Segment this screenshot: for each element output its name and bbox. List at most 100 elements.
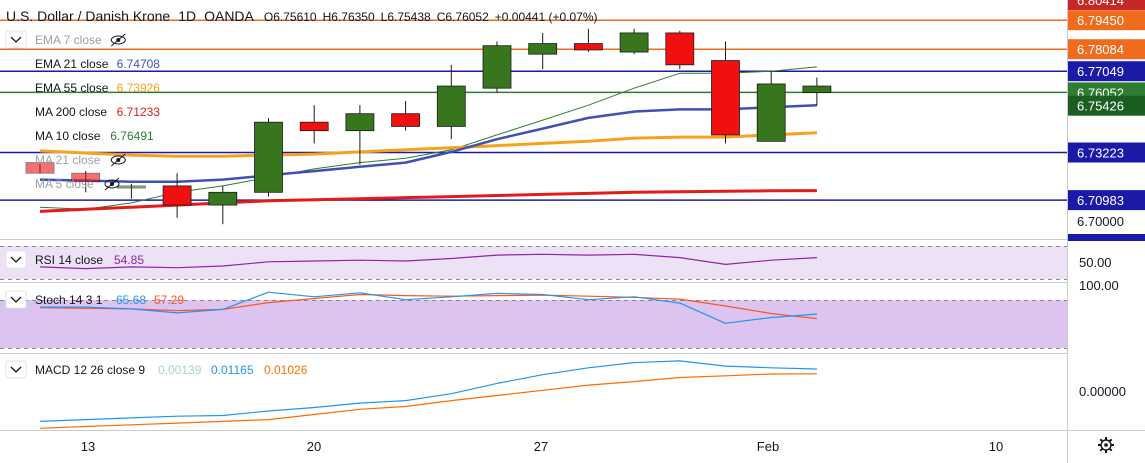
candle-body [574,43,603,51]
macd-signal-line [39,373,817,429]
candle-body [391,113,421,127]
macd-axis-label: 0.00000 [1079,384,1126,399]
macd-name: MACD 12 26 close 9 [35,363,145,377]
candle-body [162,185,192,206]
indicator-name: MA 5 close [35,177,94,191]
indicator-value: 6.74708 [117,57,161,71]
stoch-legend[interactable]: Stoch 14 3 1 65.68 57.29 [5,290,184,309]
candle-body [117,185,146,189]
indicator-value: 6.73926 [117,81,161,95]
price-label-bg [1068,142,1145,163]
eye-hidden-icon[interactable] [104,177,120,191]
eye-hidden-icon[interactable] [110,33,126,47]
price-label: 6.75426 [1077,99,1124,114]
candle-body [482,45,512,89]
candle-body [436,85,466,127]
collapse-button[interactable] [5,290,27,309]
indicator-name: MA 21 close [35,153,101,167]
price-label: 6.70000 [1077,214,1124,229]
candle-body [619,32,649,53]
collapse-button[interactable] [5,250,27,269]
interval: 1D [178,8,196,24]
price-label-bg [1068,10,1145,31]
price-label: 6.70983 [1077,193,1124,208]
stoch-d-value: 57.29 [154,293,184,307]
time-label: 27 [534,439,548,454]
price-axis[interactable]: 6.804146.794506.780846.770496.760526.754… [1068,0,1145,241]
indicator-legend-item[interactable]: MA 10 close 6.76491 [35,129,154,143]
indicator-name: EMA 55 close [35,81,109,95]
candle-body [665,32,695,66]
candle-body [345,113,375,132]
rsi-value: 54.85 [114,253,144,267]
indicator-legend-item[interactable]: EMA 21 close 6.74708 [35,57,160,71]
stoch-d-line [39,293,817,320]
indicator-legend-item[interactable]: MA 21 close [35,153,126,167]
open-value: O6.75610 [264,10,317,24]
candle-body [25,162,55,174]
candle-body [208,191,238,206]
change-value: +0.00441 (+0.07%) [495,10,598,24]
candle-body [802,85,832,93]
price-label: 6.73223 [1077,146,1124,161]
stoch-axis-label: 100.00 [1079,278,1119,293]
rsi-axis-label: 50.00 [1079,255,1112,270]
time-label: 10 [989,439,1003,454]
stoch-k-value: 65.68 [116,293,146,307]
rsi-line [39,253,817,270]
indicator-legend-item[interactable]: EMA 7 close [5,30,126,49]
collapse-button[interactable] [5,30,27,49]
high-value: H6.76350 [323,10,375,24]
indicator-legend: EMA 7 close EMA 21 close 6.74708 EMA 55 clo… [5,30,160,191]
price-label: 6.79450 [1077,13,1124,28]
legend-header: U.S. Dollar / Danish Krone 1D OANDA O6.7561… [6,8,598,24]
indicator-legend-item[interactable]: MA 200 close 6.71233 [35,105,160,119]
stoch-band [0,300,1067,348]
rsi-legend[interactable]: RSI 14 close 54.85 [5,250,144,269]
macd-hist-value: 0.00139 [158,363,202,377]
gear-icon[interactable] [1098,437,1114,453]
collapse-button[interactable] [5,360,27,379]
chevron-down-icon [10,296,22,303]
price-label-bg [1068,39,1145,60]
price-label-bg [1068,0,1145,10]
ema21-line [39,103,817,183]
symbol-name: U.S. Dollar / Danish Krone [6,8,170,24]
indicator-value: 6.71233 [117,105,161,119]
candlesticks [25,28,832,225]
indicator-legend-item[interactable]: EMA 55 close 6.73926 [35,81,160,95]
macd-legend[interactable]: MACD 12 26 close 9 0.00139 0.01165 0.010… [5,360,308,379]
close-value: C6.76052 [437,10,489,24]
candle-body [299,121,329,132]
stoch-name: Stoch 14 3 1 [35,293,103,307]
candle-body [254,121,283,193]
price-label-bg [1068,95,1145,116]
rsi-name: RSI 14 close [35,253,103,267]
indicator-name: EMA 21 close [35,57,109,71]
indicator-name: MA 10 close [35,129,101,143]
indicator-name: MA 200 close [35,105,107,119]
candle-body [711,60,740,136]
price-label: 6.78084 [1077,42,1124,57]
indicator-name: EMA 7 close [35,33,102,47]
price-label: 6.80414 [1077,0,1124,8]
indicator-value: 6.76491 [110,129,154,143]
indicator-lines [39,253,817,429]
data-source: OANDA [204,8,254,24]
price-label-bg [1068,61,1145,82]
time-axis[interactable]: 13 20 27 Feb 10 [81,439,1003,454]
price-label: 6.77049 [1077,64,1124,79]
eye-hidden-icon[interactable] [110,153,126,167]
ema55-line [39,131,817,158]
time-label: Feb [757,439,779,454]
indicator-legend-item[interactable]: MA 5 close [35,177,120,191]
chevron-down-icon [10,366,22,373]
chevron-up-icon [10,36,22,43]
candle-body [528,43,558,55]
macd-line [39,360,817,422]
price-axis-marker [1068,234,1145,241]
candle-body [71,172,101,183]
time-label: 13 [81,439,95,454]
